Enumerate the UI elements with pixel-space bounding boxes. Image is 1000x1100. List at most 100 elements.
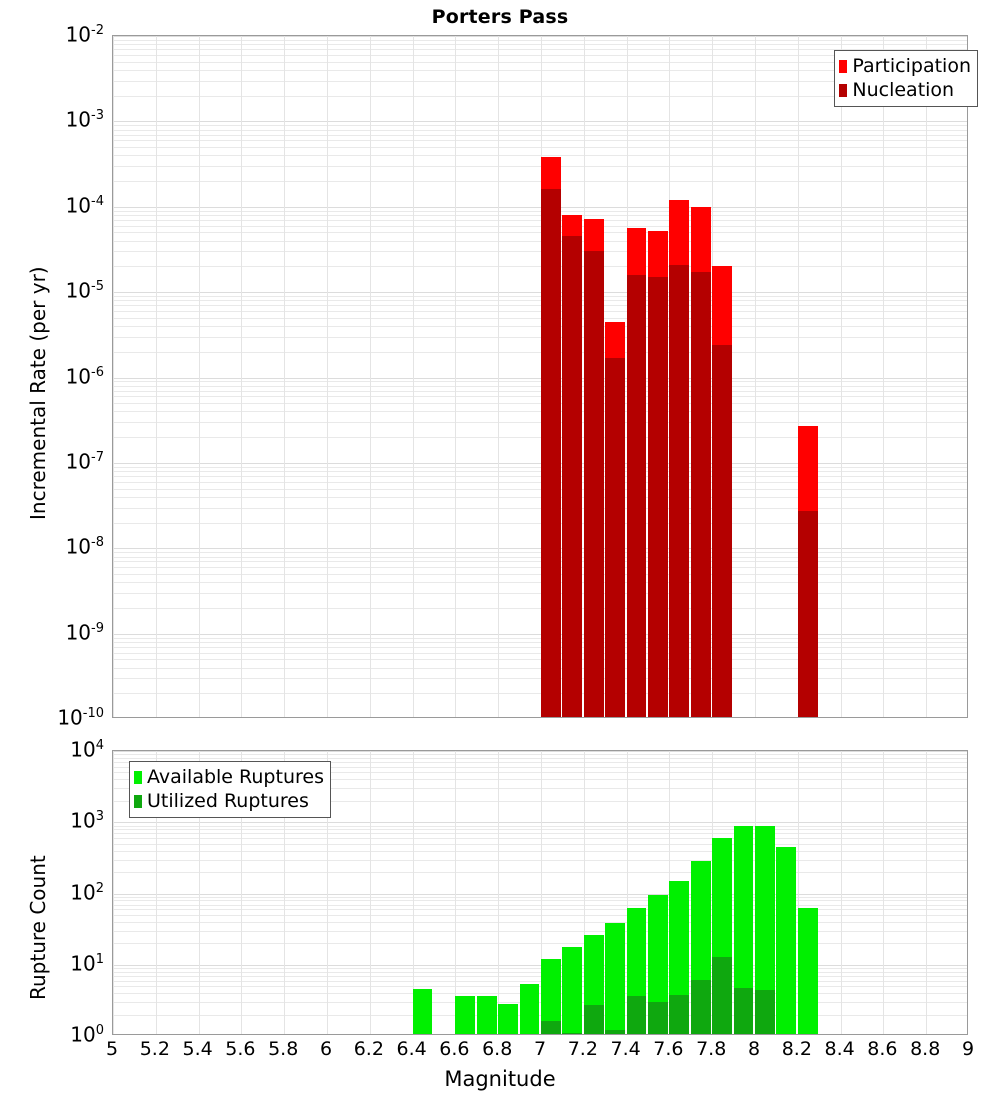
gridline-vertical — [241, 36, 242, 717]
x-tick-label: 7.4 — [610, 1038, 641, 1060]
bar-segment-outer — [519, 983, 540, 1034]
gridline-horizontal — [113, 437, 967, 438]
bar-segment-outer — [562, 946, 583, 1034]
gridline-horizontal — [113, 838, 967, 839]
gridline-horizontal — [113, 772, 967, 773]
gridline-horizontal — [113, 55, 967, 56]
legend-label-participation: Participation — [852, 54, 971, 77]
gridline-horizontal — [113, 567, 967, 568]
bar-segment-outer — [412, 989, 433, 1034]
x-tick-label: 6 — [319, 1038, 333, 1060]
gridline-horizontal — [113, 931, 967, 932]
x-tick-label: 5.8 — [268, 1038, 299, 1060]
grid-top — [113, 36, 967, 717]
bar-segment-outer — [455, 996, 476, 1034]
x-tick-label: 5.2 — [139, 1038, 170, 1060]
gridline-horizontal — [113, 497, 967, 498]
legend-item-nucleation[interactable]: Nucleation — [839, 78, 971, 102]
gridline-horizontal — [113, 638, 967, 639]
legend-label-nucleation: Nucleation — [852, 78, 955, 101]
bar — [776, 751, 797, 1034]
gridline-horizontal — [113, 489, 967, 490]
bar — [605, 751, 626, 1034]
gridline-horizontal — [113, 508, 967, 509]
gridline-vertical — [798, 36, 799, 717]
bar — [562, 36, 583, 717]
x-tick-label: 8.2 — [781, 1038, 812, 1060]
gridline-horizontal — [113, 582, 967, 583]
y-tick-label: 10-3 — [65, 108, 104, 133]
gridline-horizontal — [113, 125, 967, 126]
bar-segment-outer — [476, 996, 497, 1034]
gridline-horizontal — [113, 548, 967, 549]
y-tick-label: 100 — [70, 1022, 104, 1047]
gridline-horizontal — [113, 40, 967, 41]
bar — [583, 751, 604, 1034]
bar — [541, 36, 561, 717]
bar-segment-inner — [648, 1002, 668, 1034]
y-tick-label: 103 — [70, 808, 104, 833]
x-axis-label: Magnitude — [444, 1067, 556, 1091]
gridline-horizontal — [113, 1015, 967, 1016]
bar — [455, 751, 476, 1034]
gridline-horizontal — [113, 993, 967, 994]
gridline-horizontal — [113, 574, 967, 575]
gridline-horizontal — [113, 751, 967, 752]
gridline-horizontal — [113, 352, 967, 353]
gridline-horizontal — [113, 305, 967, 306]
x-tick-label: 8 — [747, 1038, 761, 1060]
x-tick-label: 7.6 — [653, 1038, 684, 1060]
gridline-horizontal — [113, 241, 967, 242]
gridline-horizontal — [113, 166, 967, 167]
gridline-horizontal — [113, 135, 967, 136]
gridline-vertical — [584, 751, 585, 1034]
gridline-horizontal — [113, 215, 967, 216]
gridline-horizontal — [113, 779, 967, 780]
participation-swatch-icon — [839, 59, 848, 73]
legend-item-available-ruptures[interactable]: Available Ruptures — [134, 765, 324, 789]
y-tick-label: 10-8 — [65, 534, 104, 559]
x-tick-label: 5 — [105, 1038, 119, 1060]
gridline-horizontal — [113, 471, 967, 472]
available-ruptures-swatch-icon — [134, 770, 142, 784]
bar-segment-inner — [669, 994, 690, 1034]
gridline-horizontal — [113, 552, 967, 553]
gridline-horizontal — [113, 96, 967, 97]
gridline-horizontal — [113, 292, 967, 293]
gridline-horizontal — [113, 634, 967, 635]
bar-segment-inner — [648, 277, 668, 717]
x-tick-label: 8.8 — [910, 1038, 941, 1060]
gridline-horizontal — [113, 232, 967, 233]
legend-item-utilized-ruptures[interactable]: Utilized Ruptures — [134, 789, 324, 813]
gridline-horizontal — [113, 207, 967, 208]
bar — [498, 751, 519, 1034]
bar — [648, 751, 668, 1034]
bar-segment-inner — [712, 956, 733, 1034]
bar-segment-outer — [541, 959, 561, 1034]
gridline-horizontal — [113, 337, 967, 338]
gridline-horizontal — [113, 211, 967, 212]
gridline-horizontal — [113, 386, 967, 387]
gridline-horizontal — [113, 608, 967, 609]
gridline-horizontal — [113, 36, 967, 37]
gridline-horizontal — [113, 226, 967, 227]
gridline-vertical — [541, 751, 542, 1034]
bar-segment-inner — [669, 264, 690, 717]
gridline-horizontal — [113, 860, 967, 861]
legend-item-participation[interactable]: Participation — [839, 54, 971, 78]
bar — [690, 751, 711, 1034]
gridline-horizontal — [113, 403, 967, 404]
bars-bottom — [113, 751, 967, 1034]
gridline-horizontal — [113, 900, 967, 901]
gridline-horizontal — [113, 826, 967, 827]
bar-segment-outer — [648, 895, 668, 1034]
gridline-horizontal — [113, 467, 967, 468]
gridline-horizontal — [113, 844, 967, 845]
gridline-horizontal — [113, 915, 967, 916]
gridline-vertical — [798, 751, 799, 1034]
bar-segment-outer — [733, 826, 754, 1034]
gridline-horizontal — [113, 653, 967, 654]
gridline-horizontal — [113, 266, 967, 267]
gridline-horizontal — [113, 318, 967, 319]
gridline-horizontal — [113, 411, 967, 412]
